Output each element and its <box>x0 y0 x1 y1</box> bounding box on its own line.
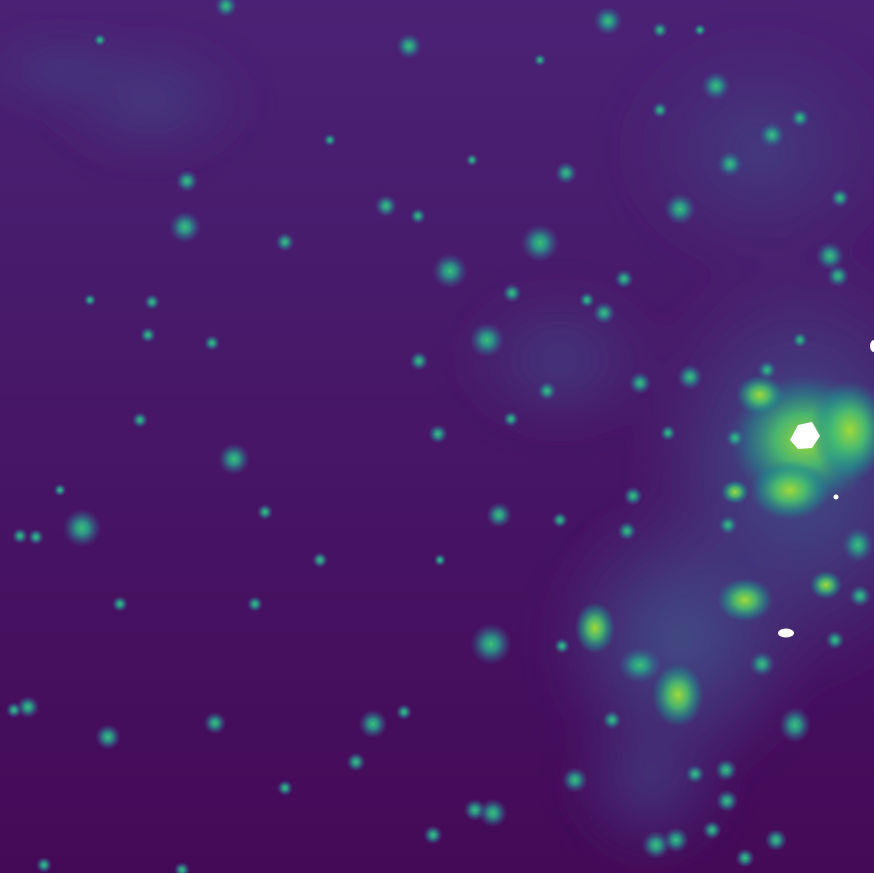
star <box>520 223 560 263</box>
star <box>12 528 28 544</box>
star <box>478 798 508 828</box>
star <box>725 428 745 448</box>
star <box>552 512 568 528</box>
star <box>826 264 850 288</box>
star <box>132 412 148 428</box>
star <box>174 862 190 873</box>
star <box>693 23 707 37</box>
star <box>537 381 557 401</box>
star <box>423 825 443 845</box>
star <box>663 827 689 853</box>
star <box>701 71 731 101</box>
star <box>652 22 668 38</box>
star <box>175 169 199 193</box>
saturated-source <box>790 422 820 449</box>
star <box>169 211 201 243</box>
star <box>218 443 250 475</box>
star <box>486 502 512 528</box>
star-field <box>6 0 872 873</box>
star <box>660 425 676 441</box>
star <box>702 820 722 840</box>
star <box>757 360 777 380</box>
star <box>93 33 107 47</box>
star <box>433 553 447 567</box>
star <box>470 623 512 665</box>
star <box>714 758 738 782</box>
star <box>204 335 220 351</box>
star <box>275 232 295 252</box>
star <box>614 269 634 289</box>
star <box>277 780 293 796</box>
saturated-source <box>833 494 839 500</box>
star <box>735 848 755 868</box>
star <box>469 322 505 358</box>
star <box>396 704 412 720</box>
star <box>6 702 22 718</box>
star <box>848 584 872 608</box>
star <box>641 830 671 860</box>
star <box>792 332 808 348</box>
star <box>715 789 739 813</box>
star <box>410 208 426 224</box>
star <box>664 193 696 225</box>
star <box>28 529 44 545</box>
star <box>579 292 595 308</box>
star <box>374 194 398 218</box>
saturated-sources <box>778 340 874 638</box>
star <box>652 102 668 118</box>
star <box>396 33 422 59</box>
star <box>503 411 519 427</box>
star <box>112 596 128 612</box>
star <box>140 327 156 343</box>
star <box>428 424 448 444</box>
star <box>830 188 850 208</box>
star <box>623 486 643 506</box>
star <box>16 695 40 719</box>
star <box>593 6 623 36</box>
star <box>554 638 570 654</box>
star <box>62 508 102 548</box>
star <box>432 253 468 289</box>
star <box>825 630 845 650</box>
nebula-haze <box>0 20 874 870</box>
star <box>502 283 522 303</box>
star <box>214 0 238 18</box>
star <box>358 709 388 739</box>
star <box>790 108 810 128</box>
star <box>346 752 366 772</box>
star <box>685 764 705 784</box>
star <box>312 552 328 568</box>
star <box>759 122 785 148</box>
star <box>764 828 788 852</box>
star <box>409 351 429 371</box>
star <box>592 301 616 325</box>
star <box>749 651 775 677</box>
star <box>36 857 52 873</box>
star <box>53 483 67 497</box>
star <box>465 153 479 167</box>
star <box>144 294 160 310</box>
saturated-source <box>870 340 874 352</box>
star <box>203 711 227 735</box>
star <box>562 767 588 793</box>
star <box>677 364 703 390</box>
star <box>247 596 263 612</box>
star <box>617 521 637 541</box>
star <box>718 515 738 535</box>
star <box>257 504 273 520</box>
star <box>717 151 743 177</box>
star <box>554 161 578 185</box>
star <box>533 53 547 67</box>
star <box>83 293 97 307</box>
star <box>95 724 121 750</box>
saturated-source <box>778 628 794 638</box>
star <box>628 371 652 395</box>
star <box>602 710 622 730</box>
star <box>815 241 845 271</box>
star <box>323 133 337 147</box>
